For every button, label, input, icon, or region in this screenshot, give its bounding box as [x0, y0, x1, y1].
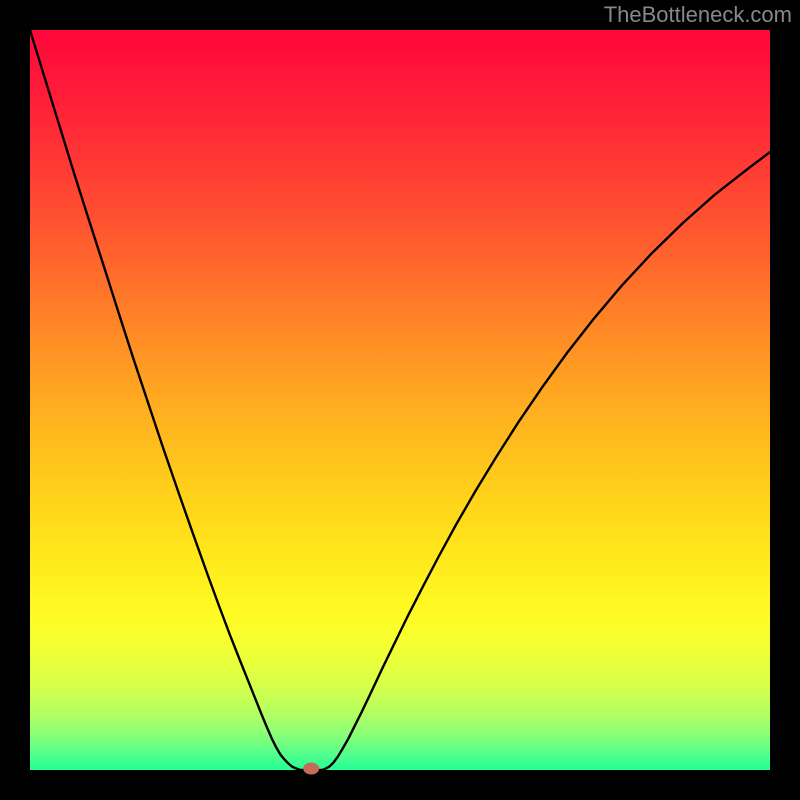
plot-background	[30, 30, 770, 770]
optimal-point-marker	[303, 763, 319, 775]
bottleneck-chart	[0, 0, 800, 800]
chart-container: TheBottleneck.com	[0, 0, 800, 800]
watermark-label: TheBottleneck.com	[604, 2, 792, 28]
